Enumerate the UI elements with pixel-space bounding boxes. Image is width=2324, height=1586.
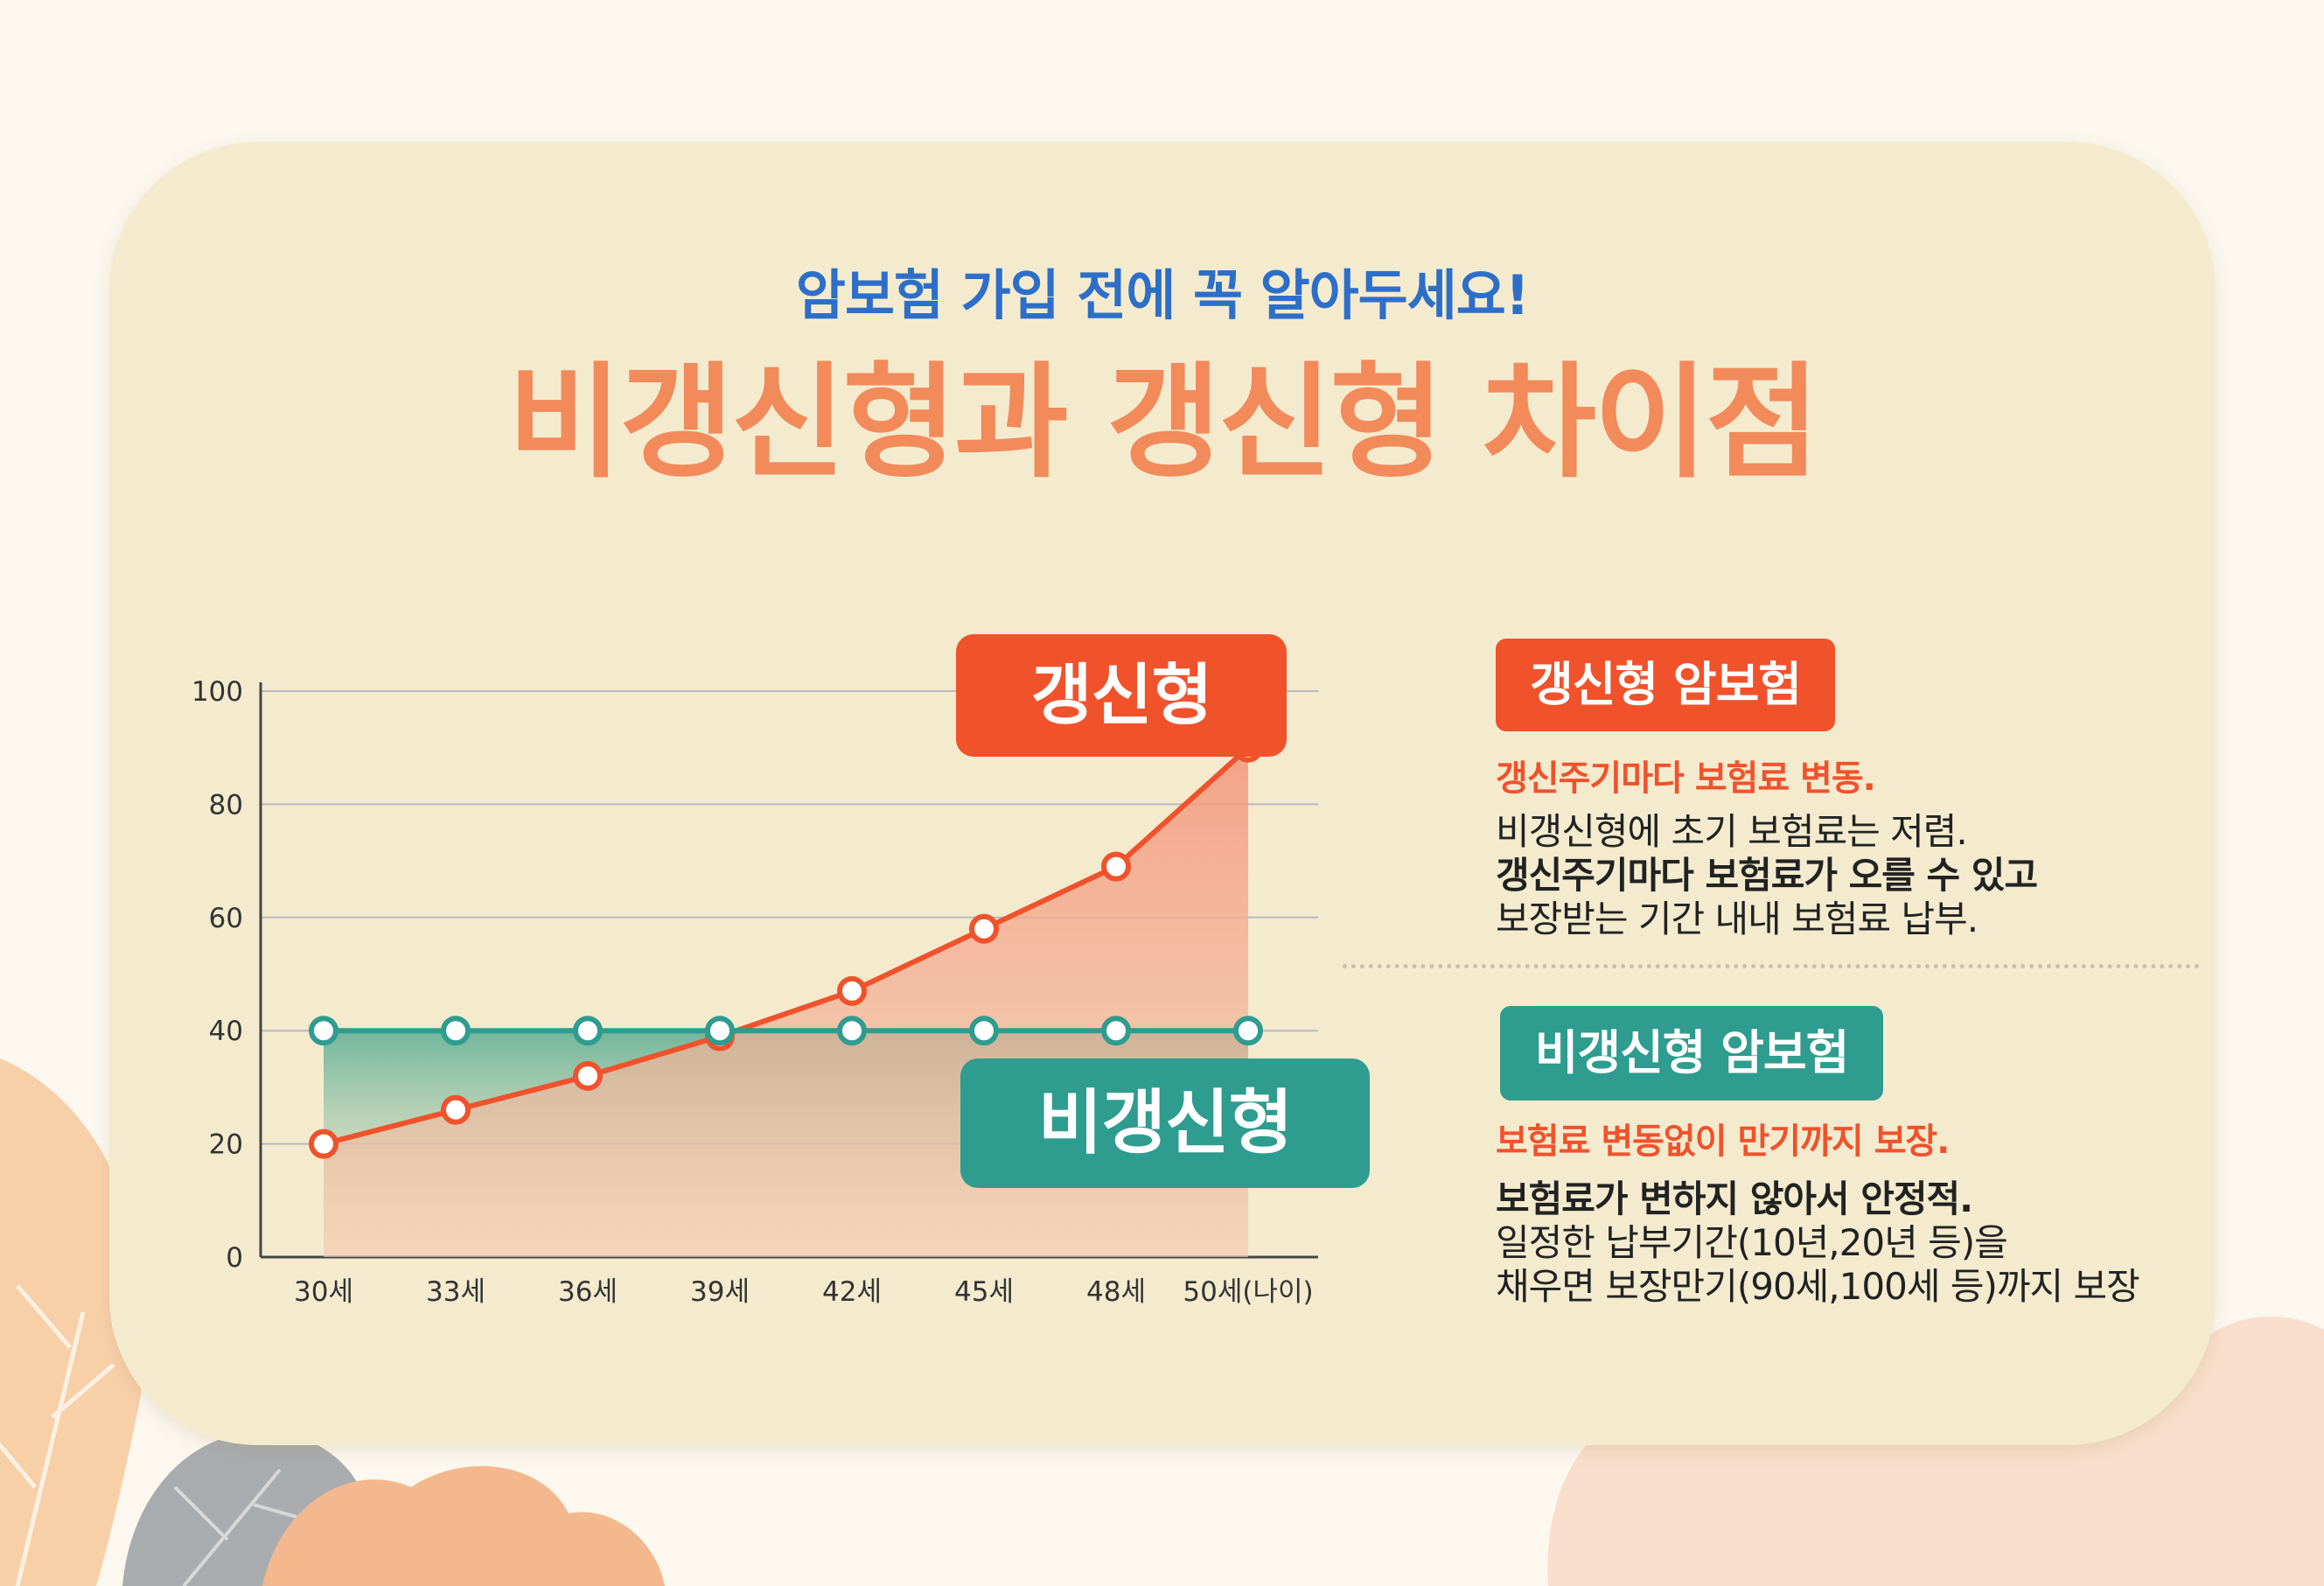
point-series-0-2 [573, 1060, 603, 1091]
non-renewable-tag: 비갱신형 암보험 [1500, 1006, 1883, 1100]
point-series-1-1 [441, 1016, 471, 1046]
point-series-0-1 [441, 1094, 471, 1125]
point-series-0-0 [309, 1128, 338, 1159]
peach-blob-bottom [262, 1466, 665, 1586]
point-series-1-2 [573, 1016, 603, 1046]
page-title: 비갱신형과 갱신형 차이점 [507, 351, 1820, 495]
line-series-0 [323, 745, 1251, 1147]
y-tick-label: 20 [209, 1129, 243, 1161]
y-tick-label: 40 [209, 1016, 243, 1047]
page-subtitle: 암보험 가입 전에 꼭 알아두세요! [795, 263, 1530, 327]
point-series-0-4 [837, 975, 867, 1006]
renewable-accent: 갱신주기마다 보험료 변동. [1496, 758, 1876, 799]
non-renewable-line-2: 일정한 납부기간(10년,20년 등)을 [1496, 1221, 2008, 1264]
y-tick-label: 100 [192, 676, 243, 708]
renewable-chart-badge: 갱신형 [956, 634, 1287, 757]
x-tick-label: 33세 [426, 1276, 485, 1308]
point-series-1-4 [837, 1016, 867, 1046]
non-renewable-line-3: 채우면 보장만기(90세,100세 등)까지 보장 [1496, 1265, 2140, 1308]
renewable-line-2: 갱신주기마다 보험료가 오를 수 있고 [1496, 854, 2038, 897]
non-renewable-chart-badge: 비갱신형 [960, 1058, 1370, 1188]
non-renewable-accent: 보험료 변동없이 만기까지 보장. [1496, 1121, 1950, 1162]
point-series-1-6 [1101, 1016, 1131, 1046]
left-leaf-veins [0, 1284, 115, 1586]
panel-divider [1343, 964, 2200, 968]
y-tick-label: 60 [209, 903, 243, 934]
renewable-line-3: 보장받는 기간 내내 보험료 납부. [1496, 898, 1979, 940]
point-series-1-5 [969, 1016, 999, 1046]
x-tick-label: 45세 [954, 1276, 1014, 1308]
renewable-tag: 갱신형 암보험 [1496, 639, 1835, 731]
point-series-1-0 [309, 1016, 338, 1046]
point-series-0-5 [969, 913, 999, 944]
x-tick-label: 39세 [690, 1276, 750, 1308]
y-tick-label: 0 [226, 1242, 243, 1274]
info-card: 암보험 가입 전에 꼭 알아두세요! 비갱신형과 갱신형 차이점 0 20 40 60… [109, 142, 2216, 1445]
point-series-1-3 [705, 1016, 735, 1046]
y-tick-label: 80 [209, 789, 243, 821]
non-renewable-line-1: 보험료가 변하지 않아서 안정적. [1496, 1177, 1973, 1220]
x-tick-label: 48세 [1086, 1276, 1146, 1308]
x-tick-label: 42세 [822, 1276, 882, 1308]
point-series-1-7 [1233, 1016, 1263, 1046]
renewable-line-1: 비갱신형에 초기 보험료는 저렴. [1496, 810, 1968, 853]
x-tick-label: 36세 [558, 1276, 618, 1308]
x-tick-label: 30세 [294, 1276, 353, 1308]
point-series-0-6 [1101, 851, 1131, 882]
x-tick-label: 50세(나이) [1183, 1276, 1313, 1308]
